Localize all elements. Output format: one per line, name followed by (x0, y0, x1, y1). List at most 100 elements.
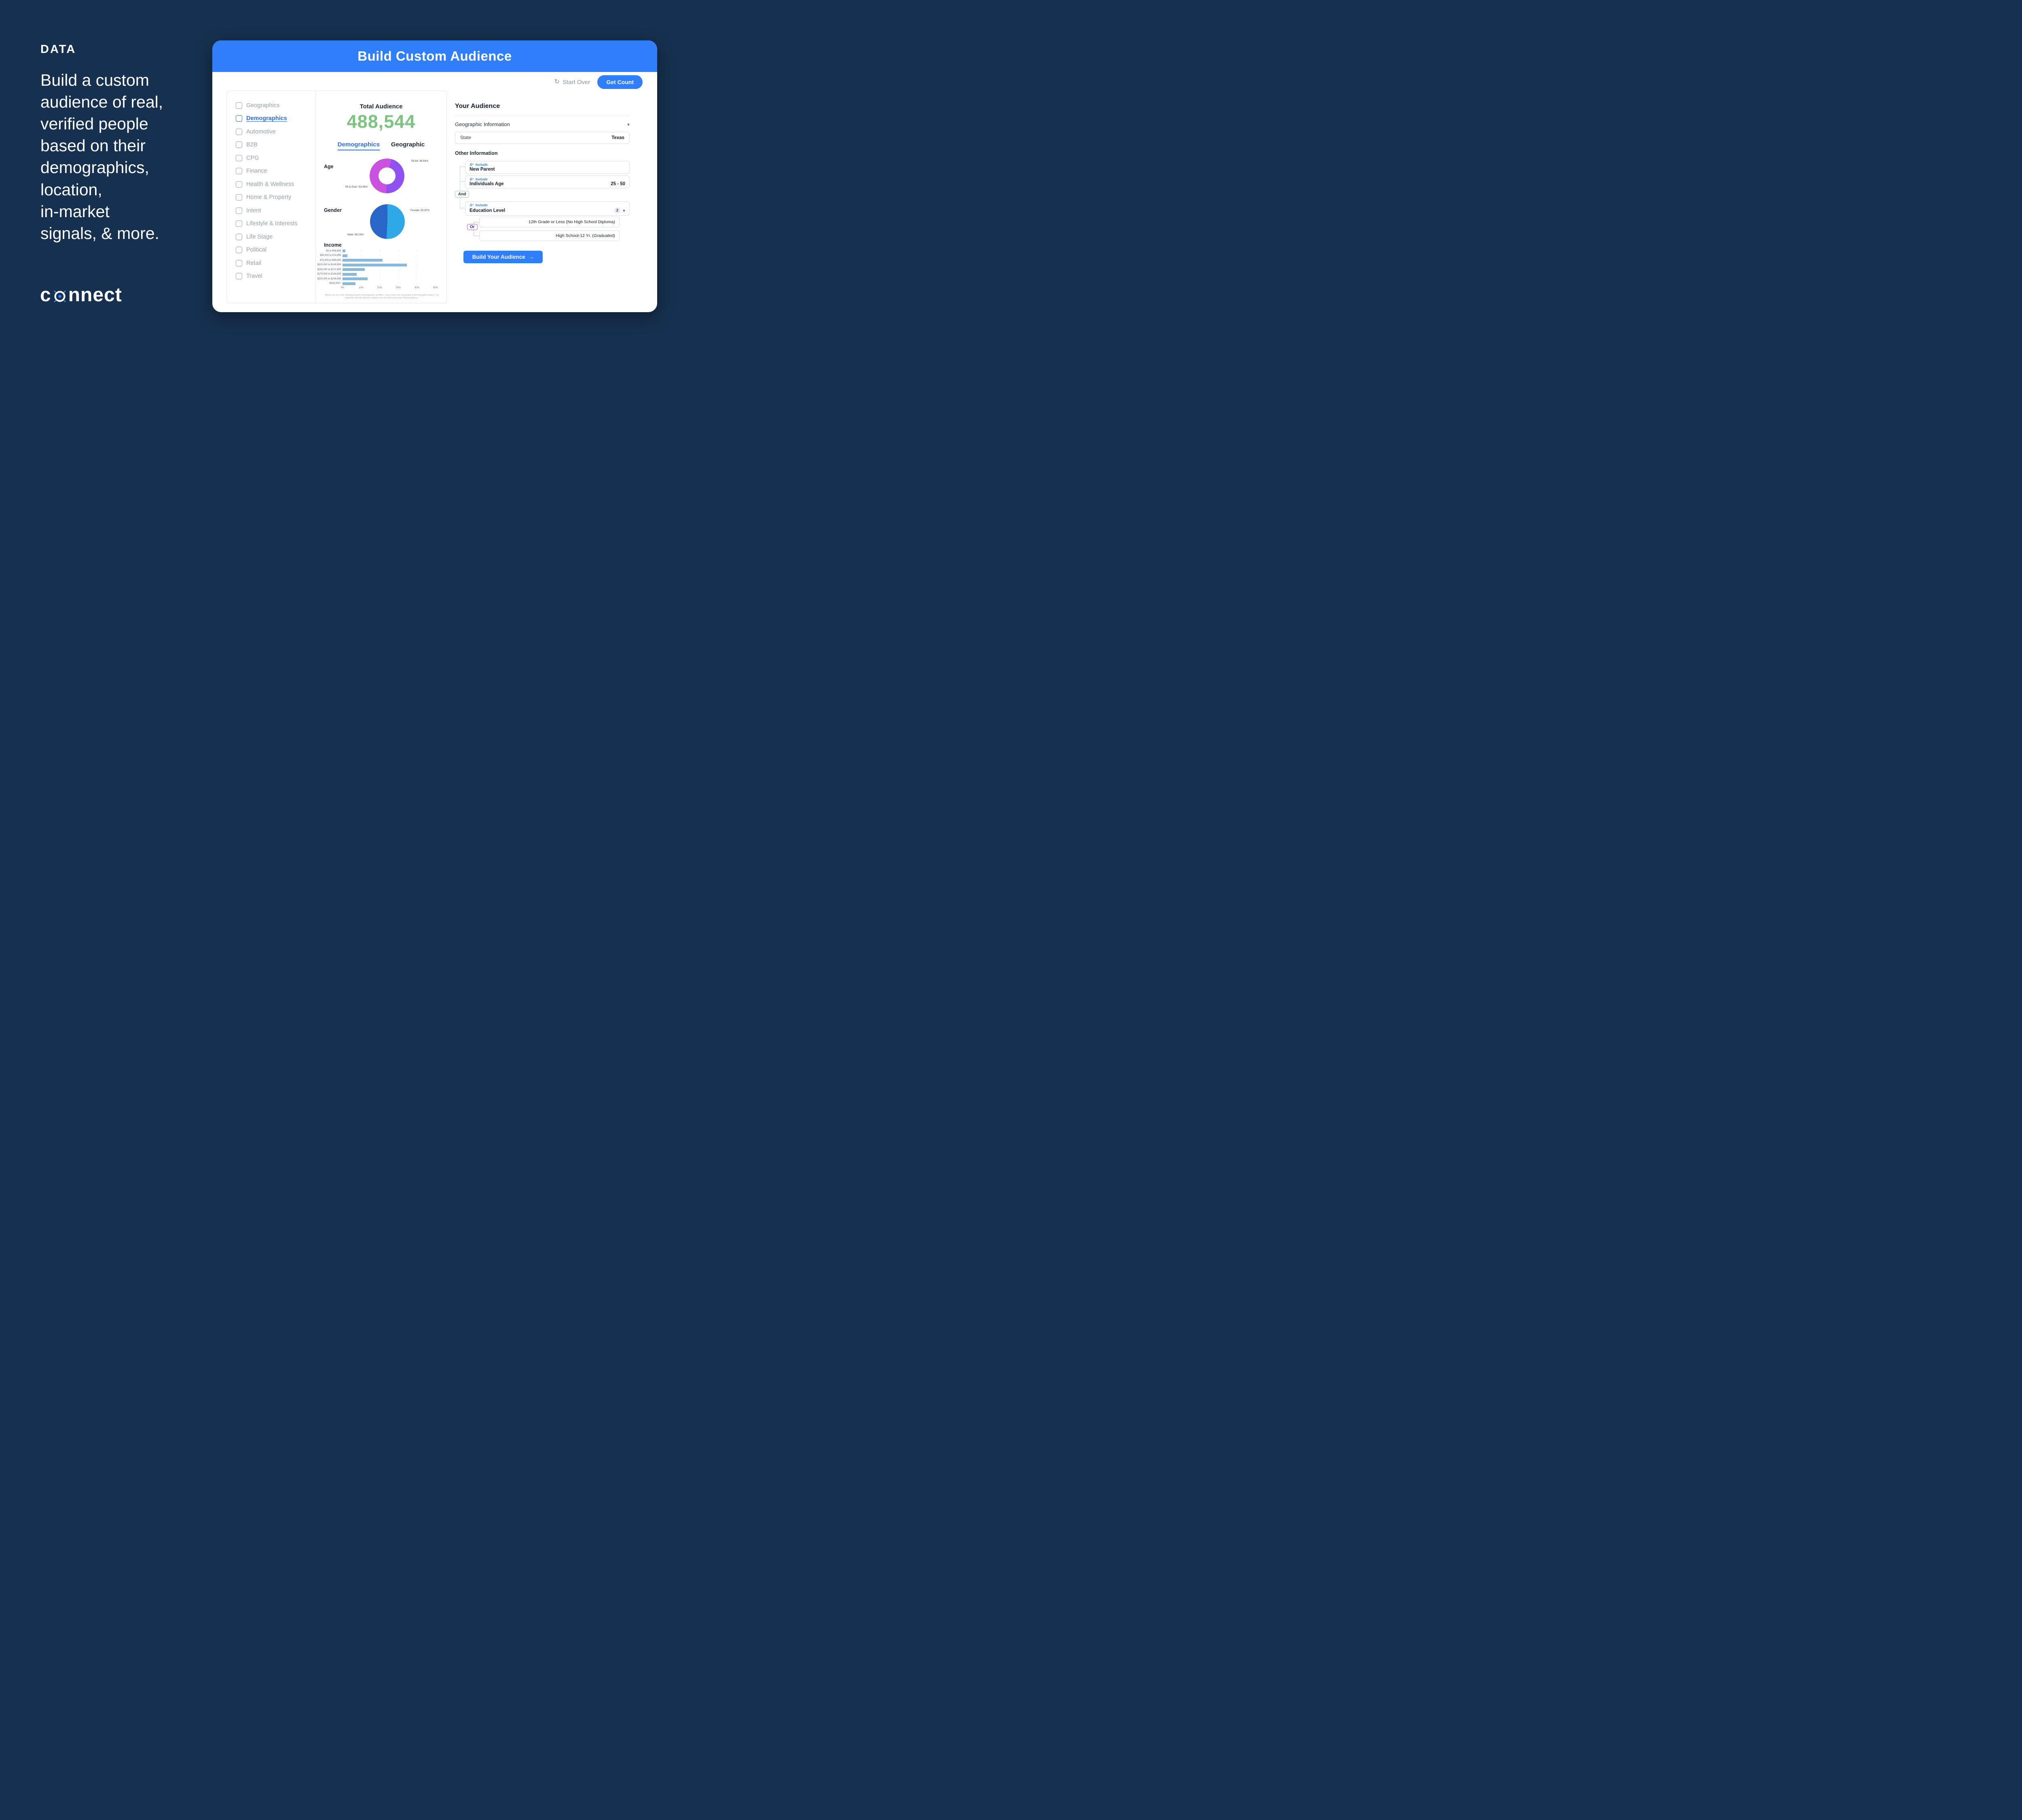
sidebar-item-label: Geographics (246, 102, 280, 109)
income-bar-chart: $0 to $49,999 $50,000 to $74,999 $75,000… (316, 249, 436, 285)
income-bar-plot (343, 282, 436, 285)
build-your-audience-button[interactable]: Build Your Audience → (463, 251, 543, 263)
income-bar (343, 277, 368, 280)
income-category-label: $0 to $49,999 (326, 249, 341, 252)
sidebar-item-travel[interactable]: Travel (236, 273, 315, 280)
sidebar-item-home-property[interactable]: Home & Property (236, 194, 315, 201)
chip-main-row: Individuals Age 25 - 50 (470, 182, 625, 186)
sidebar-item-geographics[interactable]: Geographics (236, 101, 315, 109)
geographic-information-section[interactable]: Geographic Information ▾ (455, 121, 630, 127)
sidebar-item-b2b[interactable]: B2B (236, 141, 315, 149)
globe-icon (236, 102, 242, 109)
sidebar-item-label: B2B (246, 142, 258, 148)
filter-chip-new-parent[interactable]: Include New Parent (465, 161, 630, 174)
income-bar-plot (343, 254, 436, 257)
sidebar-item-label: Automotive (246, 128, 276, 135)
sidebar-item-cpg[interactable]: CPG (236, 154, 315, 162)
sidebar-item-label: Demographics (246, 115, 287, 122)
slide-headline: Build a custom audience of real, verifie… (40, 71, 163, 243)
government-icon (236, 247, 242, 253)
include-row: Include (470, 203, 625, 207)
age-donut-chart (370, 159, 404, 193)
sidebar-item-life-stage[interactable]: Life Stage (236, 233, 315, 241)
total-audience-label: Total Audience (360, 103, 403, 110)
x-tick: 0% (341, 287, 345, 289)
filter-chip-education-level[interactable]: Include Education Level 2 ▾ (465, 201, 630, 216)
income-bar-row: $200,000 to $249,999 (316, 277, 436, 280)
app-title: Build Custom Audience (357, 49, 512, 63)
income-category-label: $250,000+ (329, 282, 341, 285)
chart-tabs: Demographics Geographic (316, 141, 446, 150)
education-option-high-school-graduated[interactable]: High School-12 Yr. (Graduated) (479, 230, 620, 241)
include-row: Include (470, 163, 625, 167)
income-category-label: $100,000 to $149,999 (317, 264, 341, 266)
income-bar (343, 259, 383, 262)
dumbbell-icon (236, 220, 242, 227)
income-category-label: $200,000 to $249,999 (317, 277, 341, 280)
state-label: State (460, 135, 471, 140)
income-category-label: $175,000 to $199,999 (317, 273, 341, 275)
income-bar (343, 249, 345, 252)
tab-geographic[interactable]: Geographic (391, 141, 425, 148)
selection-count-badge: 2 (614, 207, 620, 213)
state-filter[interactable]: State Texas (455, 132, 630, 144)
sidebar-item-label: Travel (246, 273, 262, 279)
income-category-label: $75,000 to $99,999 (320, 259, 341, 262)
sidebar-item-demographics[interactable]: Demographics (236, 115, 315, 123)
sidebar-item-label: Lifestyle & Interests (246, 220, 298, 227)
chip-value: 25 - 50 (611, 182, 625, 186)
gender-callout-male: Male: 49.13% (347, 233, 364, 236)
connect-logo: c nnect (40, 284, 122, 306)
sidebar-item-label: Retail (246, 260, 262, 266)
education-option-12th-grade-or-less[interactable]: 12th Grade or Less (No High School Diplo… (479, 217, 620, 227)
person-plus-icon (470, 203, 474, 207)
chip-main-row: New Parent (470, 167, 625, 172)
sidebar-item-automotive[interactable]: Automotive (236, 128, 315, 135)
sidebar-item-political[interactable]: Political (236, 246, 315, 254)
income-bar (343, 273, 357, 276)
income-bar-row: $250,000+ (316, 282, 436, 285)
sidebar-item-label: Finance (246, 168, 267, 174)
car-icon (236, 128, 242, 135)
and-operator-badge[interactable]: And (455, 191, 470, 198)
your-audience-title: Your Audience (455, 103, 500, 110)
income-chart-label: Income (324, 242, 342, 248)
sidebar-item-lifestyle-interests[interactable]: Lifestyle & Interests (236, 220, 315, 228)
sidebar-item-label: Political (246, 247, 266, 253)
income-bar-plot (343, 277, 436, 280)
logo-text-start: c (40, 284, 51, 306)
chevron-down-icon: ▾ (622, 207, 625, 213)
tab-demographics[interactable]: Demographics (337, 141, 380, 150)
income-bar-row: $75,000 to $99,999 (316, 259, 436, 262)
sidebar-item-health-wellness[interactable]: Health & Wellness (236, 180, 315, 188)
connector-line (460, 181, 465, 182)
app-header: Build Custom Audience (212, 40, 657, 72)
x-tick: 20% (377, 287, 383, 289)
income-bar-plot (343, 259, 436, 262)
sidebar-item-intent[interactable]: Intent (236, 207, 315, 214)
builder-panel: Geographics Demographics Automotive B2B … (226, 91, 447, 303)
money-icon (236, 168, 242, 174)
income-bar-row: $175,000 to $199,999 (316, 273, 436, 276)
sidebar-item-label: Intent (246, 207, 261, 214)
include-label: Include (476, 177, 488, 181)
x-tick: 40% (414, 287, 420, 289)
toolbar: ↻ Start Over Get Count (212, 75, 657, 89)
category-sidebar: Geographics Demographics Automotive B2B … (227, 91, 316, 303)
chevron-down-icon: ▾ (627, 121, 630, 127)
sidebar-item-finance[interactable]: Finance (236, 167, 315, 175)
gender-chart-label: Gender (324, 207, 342, 213)
logo-text-end: nnect (68, 284, 122, 306)
income-bar (343, 282, 356, 285)
slide-text-block: DATA Build a custom audience of real, ve… (40, 43, 222, 244)
person-plus-icon (470, 163, 474, 166)
or-operator-badge[interactable]: Or (467, 224, 478, 230)
your-audience-panel: Your Audience Geographic Information ▾ S… (455, 97, 630, 307)
storefront-icon (236, 260, 242, 266)
sidebar-item-retail[interactable]: Retail (236, 259, 315, 267)
get-count-button[interactable]: Get Count (597, 75, 643, 89)
sidebar-item-label: CPG (246, 154, 259, 161)
filter-chip-individuals-age[interactable]: Include Individuals Age 25 - 50 (465, 175, 630, 188)
build-button-label: Build Your Audience (472, 254, 525, 260)
start-over-button[interactable]: ↻ Start Over (554, 79, 590, 86)
